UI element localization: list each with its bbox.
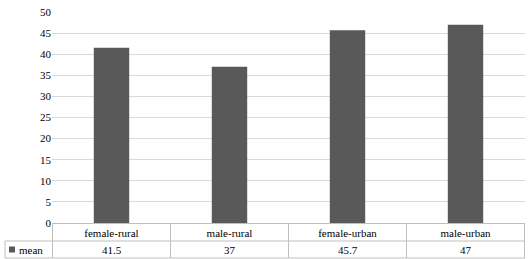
svg-text:47: 47 xyxy=(460,244,472,256)
svg-text:40: 40 xyxy=(40,48,52,60)
svg-text:female-rural: female-rural xyxy=(84,227,138,239)
svg-text:35: 35 xyxy=(40,69,52,81)
svg-text:45: 45 xyxy=(40,27,52,39)
svg-text:41.5: 41.5 xyxy=(102,244,122,256)
svg-text:30: 30 xyxy=(40,90,52,102)
svg-text:37: 37 xyxy=(224,244,236,256)
svg-text:5: 5 xyxy=(46,196,52,208)
svg-text:10: 10 xyxy=(40,175,52,187)
svg-text:0: 0 xyxy=(46,217,52,229)
svg-text:mean: mean xyxy=(19,244,43,256)
svg-text:15: 15 xyxy=(40,154,52,166)
svg-text:45.7: 45.7 xyxy=(338,244,358,256)
svg-text:25: 25 xyxy=(40,111,52,123)
svg-text:female-urban: female-urban xyxy=(318,227,377,239)
svg-text:male-rural: male-rural xyxy=(207,227,253,239)
svg-text:male-urban: male-urban xyxy=(440,227,491,239)
svg-text:50: 50 xyxy=(40,6,52,18)
svg-text:20: 20 xyxy=(40,132,52,144)
